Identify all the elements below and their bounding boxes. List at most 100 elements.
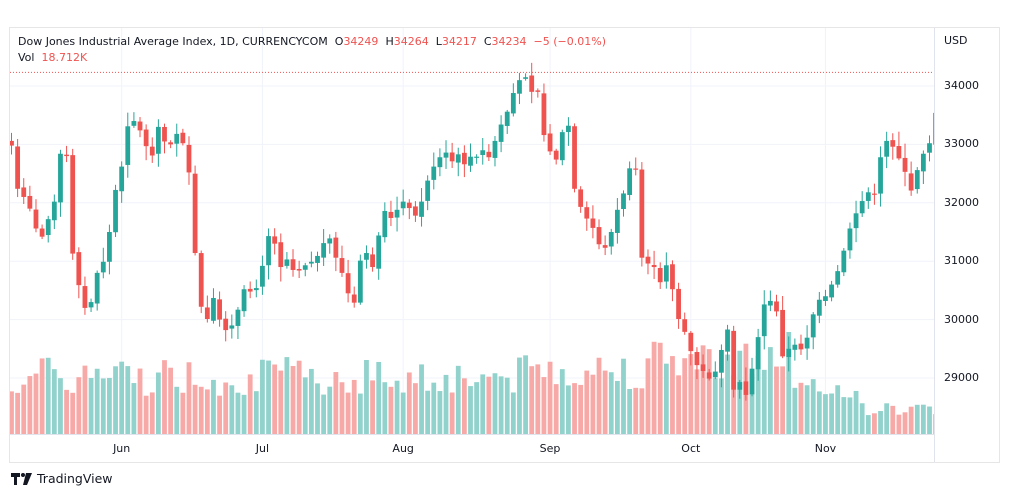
volume-bar bbox=[94, 368, 100, 434]
candle-body bbox=[523, 77, 528, 79]
candle-body bbox=[406, 202, 412, 209]
volume-bar bbox=[731, 375, 737, 434]
candle-body bbox=[841, 250, 847, 273]
candle-body bbox=[82, 286, 88, 308]
candle-body bbox=[676, 288, 681, 320]
candle-body bbox=[761, 304, 767, 337]
volume-bar bbox=[241, 394, 247, 434]
candle-body bbox=[315, 255, 320, 263]
volume-bar bbox=[792, 387, 798, 434]
volume-bar bbox=[266, 360, 271, 434]
volume-bar bbox=[425, 390, 431, 434]
tradingview-logo[interactable]: TradingView bbox=[11, 471, 113, 486]
volume-bar bbox=[192, 384, 198, 434]
candle-body bbox=[712, 371, 718, 378]
high-value: 34264 bbox=[393, 35, 429, 48]
volume-bar bbox=[100, 378, 106, 434]
candle-body bbox=[272, 236, 278, 244]
candle-body bbox=[688, 332, 694, 352]
volume-bar bbox=[878, 411, 883, 434]
candle-body bbox=[468, 156, 473, 166]
candle-body bbox=[914, 170, 920, 190]
x-tick-label: Oct bbox=[681, 442, 701, 455]
volume-bar bbox=[168, 367, 174, 434]
volume-bar bbox=[449, 392, 455, 434]
volume-bar bbox=[290, 365, 296, 434]
volume-bar bbox=[88, 377, 94, 434]
volume-bar bbox=[761, 369, 767, 434]
candle-body bbox=[376, 235, 382, 269]
x-tick-label: Jul bbox=[255, 442, 270, 455]
volume-bar bbox=[902, 412, 908, 434]
volume-bar bbox=[645, 358, 651, 434]
candle-body bbox=[559, 132, 565, 161]
candle-body bbox=[180, 132, 186, 144]
candle-body bbox=[529, 75, 535, 92]
candle-body bbox=[217, 299, 222, 320]
candle-body bbox=[229, 325, 235, 329]
volume-bar bbox=[774, 366, 779, 434]
candle-body bbox=[474, 156, 480, 158]
volume-bar bbox=[780, 366, 786, 434]
candle-body bbox=[633, 168, 639, 170]
candle-body bbox=[223, 318, 229, 331]
legend-line-1: Dow Jones Industrial Average Index, 1D, … bbox=[18, 34, 606, 50]
volume-bar bbox=[174, 386, 180, 434]
candle-body bbox=[816, 299, 822, 316]
high-label: H bbox=[385, 35, 394, 48]
candle-body bbox=[125, 126, 131, 165]
candle-body bbox=[339, 258, 345, 273]
volume-bar bbox=[58, 378, 63, 434]
volume-bar bbox=[798, 382, 804, 434]
chart-plot-area[interactable] bbox=[10, 28, 934, 462]
candle-body bbox=[804, 337, 810, 349]
candle-body bbox=[94, 272, 100, 304]
price-axis[interactable] bbox=[934, 28, 1001, 462]
volume-bar bbox=[535, 364, 541, 434]
volume-bar bbox=[70, 392, 76, 434]
candle-body bbox=[107, 232, 112, 262]
volume-bar bbox=[529, 366, 535, 434]
candle-body bbox=[21, 187, 27, 197]
volume-bar bbox=[480, 374, 486, 434]
volume-bar bbox=[382, 382, 388, 434]
candle-body bbox=[774, 301, 779, 312]
volume-bar bbox=[578, 384, 584, 434]
volume-bar bbox=[639, 388, 645, 434]
candle-body bbox=[413, 206, 418, 216]
x-tick-label: Nov bbox=[814, 442, 837, 455]
candle-body bbox=[614, 209, 620, 233]
volume-bar bbox=[602, 370, 608, 434]
candle-body bbox=[394, 209, 400, 218]
candle-body bbox=[798, 343, 804, 350]
volume-value: 18.712K bbox=[41, 51, 88, 64]
volume-bar bbox=[541, 377, 547, 434]
volume-bar bbox=[235, 392, 241, 434]
candle-body bbox=[131, 121, 137, 126]
candle-body bbox=[584, 207, 590, 219]
volume-bar bbox=[437, 391, 443, 434]
volume-bar bbox=[614, 380, 620, 434]
candle-body bbox=[847, 228, 853, 251]
y-tick-label: 31000 bbox=[944, 254, 979, 268]
candle-body bbox=[400, 201, 406, 209]
volume-bar bbox=[272, 364, 278, 434]
volume-bar bbox=[584, 370, 590, 434]
volume-bar bbox=[211, 379, 216, 434]
candle-body bbox=[168, 142, 174, 145]
candle-body bbox=[829, 284, 834, 298]
candle-body bbox=[706, 372, 712, 379]
volume-bar bbox=[700, 345, 706, 434]
volume-bar bbox=[461, 378, 467, 434]
volume-bar bbox=[321, 394, 327, 434]
volume-bar bbox=[51, 369, 57, 434]
volume-bar bbox=[296, 360, 302, 434]
candle-body bbox=[596, 227, 602, 245]
candle-body bbox=[382, 210, 388, 238]
candle-body bbox=[333, 237, 339, 258]
candle-body bbox=[823, 296, 828, 301]
volume-bar bbox=[914, 404, 920, 434]
y-tick-label: 32000 bbox=[944, 195, 979, 209]
volume-bar bbox=[260, 359, 265, 434]
volume-bar bbox=[339, 382, 345, 434]
